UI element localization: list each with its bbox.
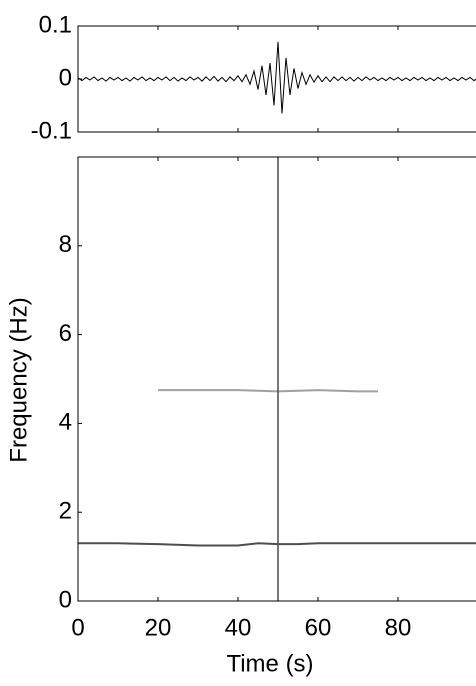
- y-tick-label: 0: [59, 586, 72, 613]
- plot-area: [78, 41, 476, 114]
- y-tick-label: -0.1: [31, 117, 72, 144]
- y-tick-label: 2: [59, 498, 72, 525]
- x-tick-label: 40: [225, 614, 252, 641]
- waveform: [78, 41, 476, 114]
- y-tick-label: 4: [59, 409, 72, 436]
- plot-area: [78, 157, 476, 601]
- x-tick-label: 80: [385, 614, 412, 641]
- x-tick-label: 0: [71, 614, 84, 641]
- y-axis-title: Frequency (Hz): [5, 297, 32, 462]
- x-axis-title: Time (s): [226, 650, 313, 677]
- y-tick-label: 0.1: [39, 11, 72, 38]
- y-tick-label: 8: [59, 231, 72, 258]
- y-tick-label: 0: [59, 64, 72, 91]
- axes-box: [77, 156, 476, 602]
- x-tick-label: 60: [305, 614, 332, 641]
- x-tick-label: 20: [145, 614, 172, 641]
- y-tick-label: 6: [59, 320, 72, 347]
